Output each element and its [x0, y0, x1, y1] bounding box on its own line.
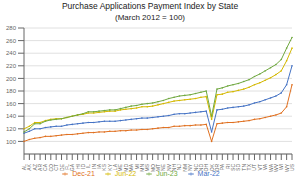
svg-text:IN: IN [90, 164, 97, 169]
svg-text:SC: SC [230, 164, 236, 171]
svg-text:NH: NH [171, 164, 178, 172]
svg-text:MO: MO [149, 164, 156, 173]
svg-text:AR: AR [37, 164, 44, 171]
svg-text:SD: SD [235, 164, 242, 171]
svg-text:100: 100 [6, 139, 17, 145]
svg-text:DE: DE [58, 164, 65, 171]
svg-text:NY: NY [187, 164, 194, 171]
svg-text:NV: NV [165, 164, 172, 171]
svg-text:MI: MI [133, 164, 140, 170]
svg-text:MS: MS [144, 164, 151, 172]
svg-text:CT: CT [53, 164, 60, 171]
html-text:Purchase Applications Payment: Purchase Applications Payment Index by S… [61, 1, 239, 11]
svg-text:US: US [289, 163, 295, 171]
svg-text:120: 120 [6, 126, 17, 132]
svg-text:KS: KS [101, 164, 108, 171]
svg-text:220: 220 [6, 63, 17, 69]
svg-text:PA: PA [219, 164, 226, 171]
svg-text:MD: MD [122, 164, 129, 172]
svg-text:CO: CO [47, 164, 54, 172]
svg-text:TX: TX [246, 164, 253, 171]
svg-text:NC: NC [192, 164, 199, 172]
svg-text:IL: IL [85, 164, 92, 169]
svg-text:MA: MA [128, 164, 135, 172]
svg-text:AZ: AZ [31, 164, 38, 171]
svg-text:ID: ID [80, 164, 86, 169]
svg-text:WA: WA [267, 164, 274, 172]
svg-text:160: 160 [6, 101, 17, 107]
svg-text:140: 140 [6, 113, 17, 119]
svg-text:UT: UT [251, 164, 258, 171]
svg-text:WY: WY [283, 164, 290, 173]
svg-text:AK: AK [26, 164, 33, 171]
svg-text:VT: VT [256, 164, 263, 171]
svg-text:FL: FL [63, 164, 70, 170]
svg-text:NJ: NJ [176, 164, 183, 171]
svg-text:240: 240 [6, 50, 17, 56]
svg-text:ME: ME [117, 164, 124, 172]
html-text:(March 2012 = 100): (March 2012 = 100) [115, 13, 185, 22]
svg-text:RI: RI [224, 164, 231, 169]
svg-text:WI: WI [278, 164, 285, 171]
svg-text:180: 180 [6, 88, 17, 94]
svg-text:200: 200 [6, 76, 17, 82]
svg-text:TN: TN [240, 164, 247, 171]
svg-text:MN: MN [138, 164, 145, 172]
svg-text:NM: NM [181, 164, 188, 172]
svg-text:OR: OR [214, 164, 220, 172]
svg-text:ND: ND [197, 164, 204, 172]
svg-text:NE: NE [160, 164, 167, 171]
html-text:Jun-23: Jun-23 [156, 170, 178, 177]
svg-text:AL: AL [21, 164, 27, 171]
svg-text:CA: CA [42, 164, 49, 171]
svg-text:IA: IA [96, 164, 102, 169]
svg-text:HI: HI [74, 164, 81, 169]
svg-text:OK: OK [208, 164, 215, 172]
html-text:Dec-21: Dec-21 [72, 170, 95, 177]
svg-text:260: 260 [6, 38, 17, 44]
svg-text:WV: WV [272, 164, 279, 173]
svg-text:OH: OH [203, 164, 210, 172]
svg-text:GA: GA [69, 164, 76, 172]
html-text:Mar-22: Mar-22 [197, 170, 220, 177]
svg-text:VA: VA [262, 164, 269, 171]
html-text:Jun-22: Jun-22 [114, 170, 137, 177]
svg-text:KY: KY [106, 164, 113, 171]
svg-text:280: 280 [6, 25, 17, 31]
svg-text:MT: MT [155, 164, 161, 172]
svg-text:LA: LA [112, 164, 119, 171]
